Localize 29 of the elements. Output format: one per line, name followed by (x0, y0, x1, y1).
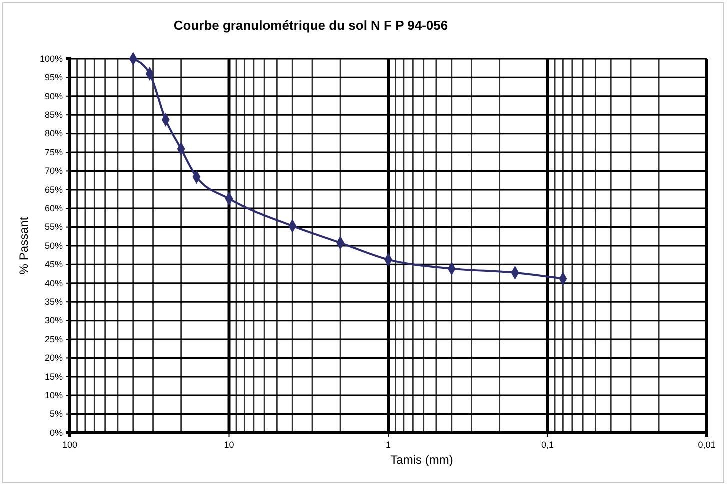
y-tick-label: 80% (44, 128, 63, 139)
y-tick-label: 65% (44, 184, 63, 195)
y-tick-label: 50% (44, 240, 63, 251)
y-tick-label: 75% (44, 147, 63, 158)
y-tick-label: 100% (40, 54, 63, 64)
y-tick-label: 40% (44, 278, 63, 288)
y-tick-label: 35% (44, 296, 63, 307)
y-tick-label: 55% (44, 222, 63, 232)
x-tick-label: 0,01 (698, 440, 716, 450)
x-tick-label: 10 (224, 440, 234, 450)
y-axis-title: % Passant (17, 216, 31, 275)
x-axis-title: Tamis (mm) (390, 453, 454, 467)
x-tick-label: 100 (62, 440, 78, 450)
y-tick-label: 25% (44, 334, 63, 344)
chart-title: Courbe granulométrique du sol N F P 94-056 (174, 18, 448, 33)
y-tick-label: 45% (44, 260, 63, 270)
y-tick-label: 30% (44, 316, 63, 326)
y-tick-label: 95% (44, 72, 63, 83)
y-tick-label: 70% (44, 166, 63, 176)
y-tick-label: 0% (50, 428, 63, 438)
y-tick-label: 85% (44, 110, 63, 120)
x-tick-label: 1 (386, 440, 392, 450)
y-tick-label: 15% (44, 372, 63, 382)
x-tick-label: 0,1 (541, 440, 554, 450)
y-tick-label: 60% (44, 203, 63, 214)
y-tick-label: 10% (44, 390, 63, 400)
y-tick-label: 20% (44, 353, 63, 364)
y-tick-label: 5% (50, 409, 63, 420)
y-tick-label: 90% (44, 91, 63, 102)
